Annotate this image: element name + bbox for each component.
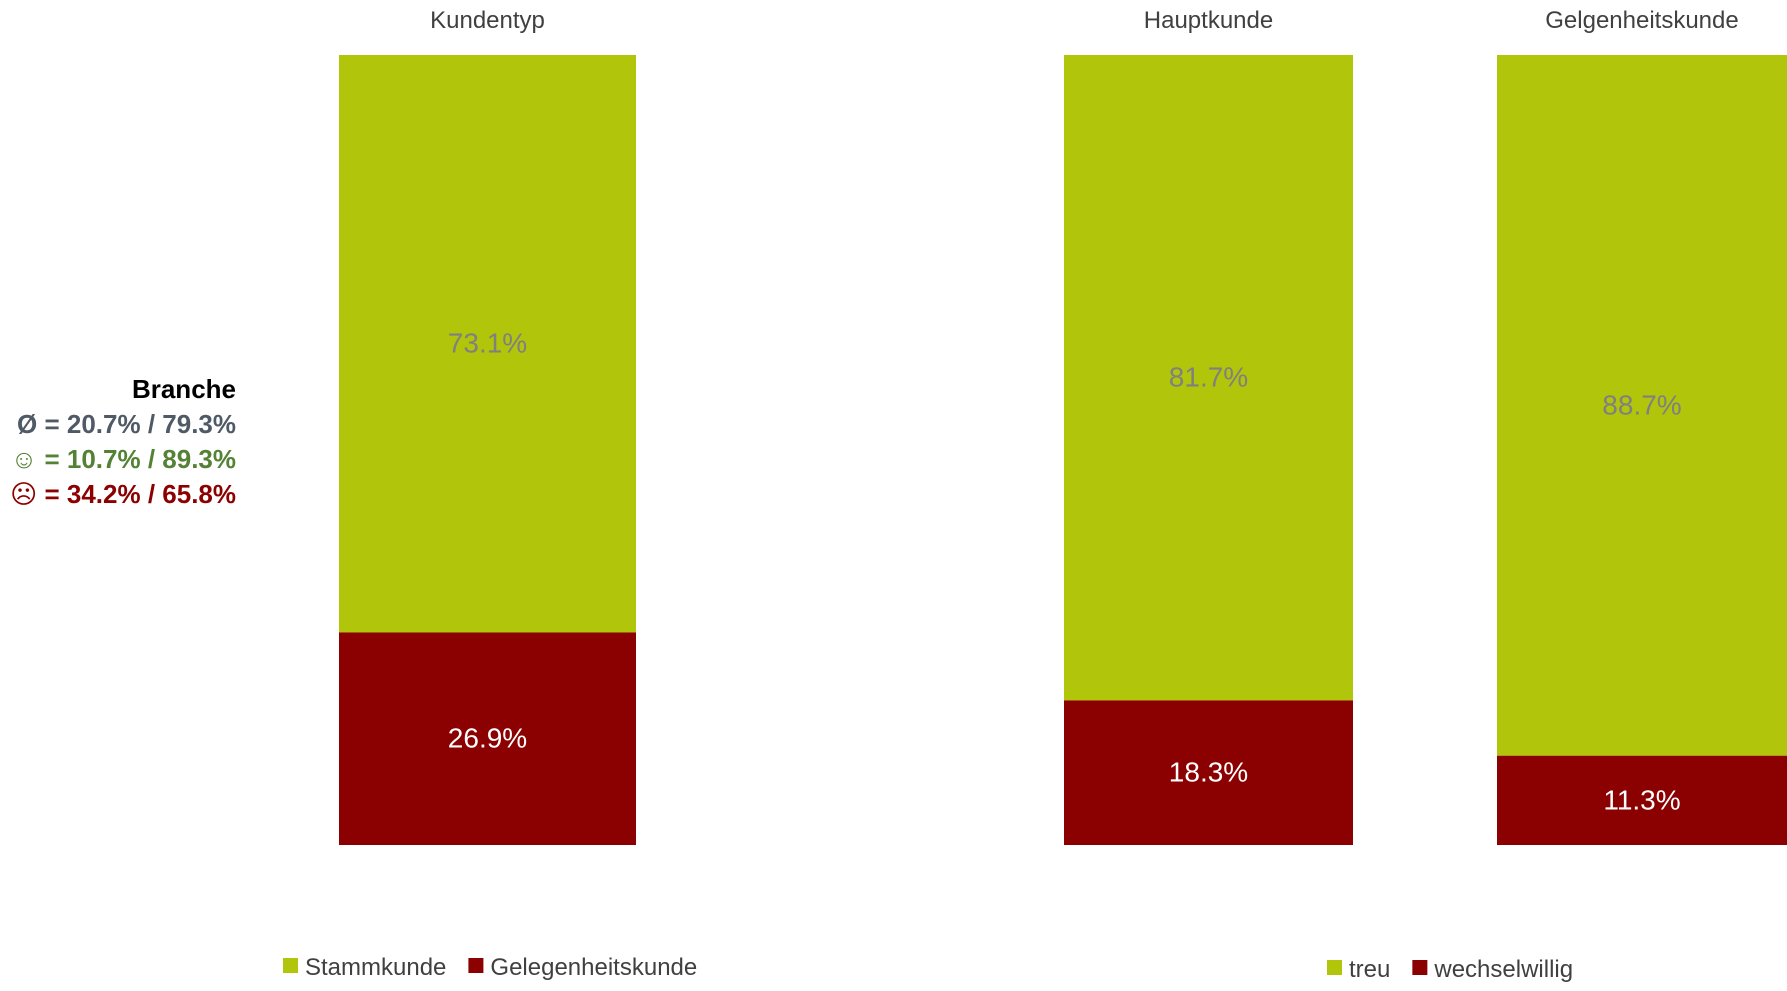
legend-label-stammkunde: Stammkunde bbox=[305, 954, 446, 981]
branche-negative: ☹ = 34.2% / 65.8% bbox=[10, 479, 236, 509]
bar-segment-gelegenheitskunde-0 bbox=[339, 632, 636, 845]
bar-segment-treu-1 bbox=[1497, 55, 1787, 756]
category-label-1-1: Gelgenheitskunde bbox=[1545, 7, 1738, 34]
data-label-wechselwillig-1: 11.3% bbox=[1603, 784, 1680, 815]
branche-average: Ø = 20.7% / 79.3% bbox=[17, 409, 236, 439]
bar-segment-treu-0 bbox=[1064, 55, 1353, 701]
data-label-treu-1: 88.7% bbox=[1602, 389, 1681, 420]
bar-segment-wechselwillig-1 bbox=[1497, 755, 1787, 845]
category-label-0-0: Kundentyp bbox=[430, 7, 545, 34]
bar-segment-wechselwillig-0 bbox=[1064, 700, 1353, 845]
legend-label-gelegenheitskunde: Gelegenheitskunde bbox=[490, 954, 697, 981]
legend-swatch-treu bbox=[1327, 960, 1342, 975]
legend-swatch-stammkunde bbox=[283, 958, 298, 973]
data-label-gelegenheitskunde-0: 26.9% bbox=[448, 723, 527, 754]
data-label-wechselwillig-0: 18.3% bbox=[1169, 757, 1248, 788]
data-label-stammkunde-0: 73.1% bbox=[448, 328, 527, 359]
category-label-1-0: Hauptkunde bbox=[1144, 7, 1273, 34]
legend-label-wechselwillig: wechselwillig bbox=[1433, 956, 1573, 983]
branche-positive: ☺ = 10.7% / 89.3% bbox=[10, 444, 236, 474]
branche-summary: Branche Ø = 20.7% / 79.3% ☺ = 10.7% / 89… bbox=[0, 372, 236, 512]
branche-title: Branche bbox=[131, 374, 236, 404]
bar-segment-stammkunde-0 bbox=[339, 55, 636, 633]
legend-swatch-wechselwillig bbox=[1412, 960, 1428, 975]
legend-label-treu: treu bbox=[1349, 956, 1390, 983]
data-label-treu-0: 81.7% bbox=[1169, 362, 1248, 393]
legend-swatch-gelegenheitskunde bbox=[468, 958, 484, 973]
